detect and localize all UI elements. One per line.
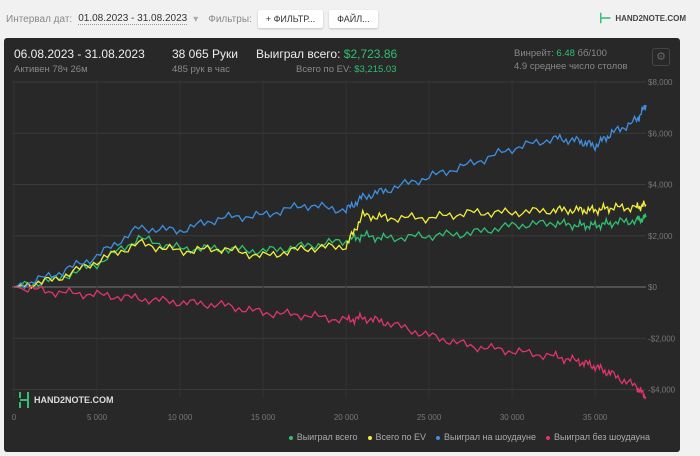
legend-item[interactable]: Выиграл всего: [288, 432, 358, 442]
y-tick-label: -$2,000: [648, 334, 676, 343]
legend-dot-icon: [546, 435, 550, 440]
y-tick-label: $0: [648, 283, 657, 292]
x-tick-label: 25 000: [417, 413, 442, 422]
x-tick-label: 5 000: [87, 413, 108, 422]
file-button[interactable]: ФАЙЛ...: [329, 10, 378, 28]
filters-label: Фильтры:: [208, 13, 252, 25]
series-line: [13, 104, 647, 290]
ev-total: Всего по EV: $3,215.03: [296, 64, 396, 75]
series-line: [13, 200, 647, 290]
x-tick-label: 20 000: [334, 413, 359, 422]
gear-icon[interactable]: ⚙: [652, 48, 670, 66]
winrate: Винрейт: 6.48 бб/100: [514, 48, 607, 59]
legend-label: Выиграл на шоудауне: [444, 432, 536, 442]
toolbar-row: Интервал дат: 01.08.2023 - 31.08.2023 ▾ …: [6, 10, 378, 28]
series-line: [13, 284, 647, 400]
legend-dot-icon: [436, 435, 441, 440]
logo-text: HAND2NOTE.COM: [615, 14, 686, 23]
winrate-value: 6.48: [556, 48, 575, 59]
won-total: Выиграл всего: $2,723.86: [256, 47, 397, 61]
legend-item[interactable]: Выиграл без шоудауна: [546, 432, 650, 442]
series-line: [13, 213, 647, 289]
x-tick-label: 35 000: [583, 413, 608, 422]
legend: Выиграл всего Всего по EV Выиграл на шоуда…: [288, 432, 650, 442]
x-tick-label: 15 000: [251, 413, 276, 422]
won-label: Выиграл всего:: [256, 47, 341, 61]
watermark-logo-icon: [19, 392, 29, 408]
legend-label: Выиграл без шоудауна: [554, 432, 650, 442]
y-tick-label: $6,000: [648, 129, 673, 138]
hands-per-hour: 485 рук в час: [172, 64, 230, 75]
ev-value: $3,215.03: [354, 64, 397, 75]
legend-dot-icon: [367, 435, 372, 440]
ev-label: Всего по EV:: [296, 64, 352, 75]
y-tick-label: $8,000: [648, 78, 673, 87]
x-tick-label: 30 000: [500, 413, 525, 422]
y-tick-label: $2,000: [648, 232, 673, 241]
avg-tables: 4.9 среднее число столов: [514, 61, 628, 72]
interval-label: Интервал дат:: [6, 13, 73, 25]
date-interval-select[interactable]: 01.08.2023 - 31.08.2023: [78, 13, 188, 25]
legend-label: Всего по EV: [375, 432, 427, 442]
legend-dot-icon: [288, 435, 293, 440]
hands-count: 38 065 Руки: [172, 47, 238, 61]
x-tick-label: 0: [12, 413, 17, 422]
y-tick-label: -$4,000: [648, 386, 676, 395]
x-tick-label: 10 000: [168, 413, 193, 422]
legend-label: Выиграл всего: [296, 432, 358, 442]
toolbar: Интервал дат: 01.08.2023 - 31.08.2023 ▾ …: [0, 0, 700, 38]
winrate-unit: бб/100: [577, 48, 607, 59]
y-tick-label: $4,000: [648, 181, 673, 190]
watermark: HAND2NOTE.COM: [34, 395, 114, 405]
legend-item[interactable]: Выиграл на шоудауне: [436, 432, 536, 442]
add-filter-button[interactable]: + ФИЛЬТР...: [257, 10, 324, 28]
legend-item[interactable]: Всего по EV: [367, 432, 427, 442]
winrate-label: Винрейт:: [514, 48, 554, 59]
plus-icon: +: [265, 14, 274, 24]
active-time: Активен 78ч 26м: [14, 64, 88, 75]
logo: ⊢ HAND2NOTE.COM: [599, 10, 686, 27]
won-value: $2,723.86: [343, 47, 398, 61]
chevron-down-icon[interactable]: ▾: [193, 13, 199, 25]
period: 06.08.2023 - 31.08.2023: [14, 47, 145, 61]
logo-icon: ⊢: [599, 10, 612, 26]
filter-button-label: ФИЛЬТР...: [273, 14, 316, 24]
